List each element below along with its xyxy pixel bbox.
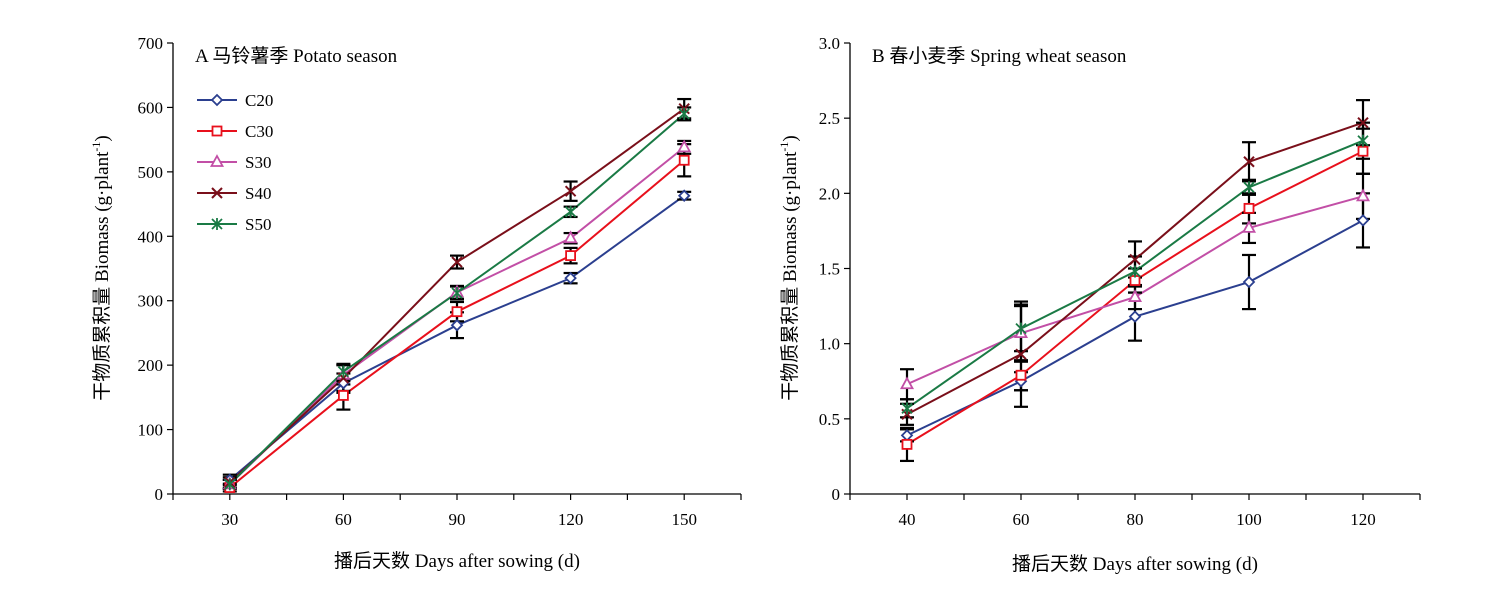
markers-s30 (899, 188, 1371, 390)
data-point (564, 185, 577, 197)
panel-b-x-axis-title: 播后天数 Days after sowing (d) (1012, 553, 1258, 575)
panel-b-y-axis-title: 干物质累积量 Biomass (g·plant-1) (777, 135, 801, 400)
data-point (1015, 322, 1027, 335)
error-bars-c30 (222, 143, 692, 493)
data-point (678, 107, 690, 120)
data-point (1129, 265, 1141, 278)
data-point (451, 306, 463, 318)
data-point (451, 286, 463, 299)
panel-b-title: B 春小麦季 Spring wheat season (872, 45, 1127, 67)
panel-a-x-axis-title: 播后天数 Days after sowing (d) (334, 550, 580, 572)
data-point (564, 205, 577, 218)
y-tick-label: 2.0 (819, 184, 840, 203)
legend-item-s30: S30 (197, 153, 271, 172)
legend-marker (211, 218, 223, 230)
data-point (1357, 116, 1369, 129)
legend-marker (211, 187, 223, 199)
data-point (337, 390, 349, 401)
x-tick-label: 120 (1350, 510, 1376, 529)
data-point (1357, 145, 1369, 157)
data-point (900, 429, 914, 442)
x-tick-label: 150 (671, 510, 697, 529)
x-tick-label: 120 (558, 510, 584, 529)
markers-s50 (224, 107, 690, 491)
data-point (1241, 220, 1257, 233)
y-tick-label: 1.0 (819, 335, 840, 354)
x-tick-label: 60 (1013, 510, 1030, 529)
data-point (564, 271, 577, 285)
y-tick-label: 300 (138, 292, 164, 311)
data-point (677, 139, 692, 153)
data-point (451, 256, 463, 268)
y-tick-label: 700 (138, 34, 164, 53)
panel-b-wheat-chart: B 春小麦季 Spring wheat season 播后天数 Days aft… (777, 34, 1421, 575)
panel-a-title: A 马铃薯季 Potato season (195, 45, 398, 67)
legend-item-s40: S40 (197, 184, 271, 203)
x-tick-label: 100 (1236, 510, 1262, 529)
y-tick-label: 200 (138, 356, 164, 375)
data-point (1015, 348, 1027, 360)
y-tick-label: 0 (832, 485, 841, 504)
data-point (1127, 289, 1143, 302)
y-tick-label: 1.5 (819, 260, 840, 279)
error-bars-c20 (222, 190, 692, 487)
y-tick-label: 500 (138, 163, 164, 182)
legend-label: S50 (245, 215, 271, 234)
legend: C20 C30 S30 S40 S50 (197, 91, 273, 234)
data-point (1357, 134, 1369, 147)
data-point (1015, 369, 1027, 381)
data-point (1243, 156, 1255, 168)
data-point (1128, 310, 1142, 323)
x-tick-label: 30 (221, 510, 238, 529)
legend-item-c30: C30 (197, 122, 273, 141)
data-point (224, 478, 236, 491)
data-point (901, 402, 913, 415)
data-point (1129, 253, 1141, 266)
data-point (899, 376, 915, 390)
data-point (677, 189, 691, 202)
markers-c20 (223, 189, 691, 487)
x-tick-label: 80 (1127, 510, 1144, 529)
legend-label: S40 (245, 184, 271, 203)
data-point (450, 318, 464, 332)
y-tick-label: 400 (138, 227, 164, 246)
panel-a-y-axis-title: 干物质累积量 Biomass (g·plant-1) (89, 135, 113, 400)
legend-label: C30 (245, 122, 273, 141)
data-point (1356, 214, 1370, 227)
data-point (565, 250, 576, 262)
data-point (1243, 181, 1255, 194)
legend-item-c20: C20 (197, 91, 273, 110)
legend-marker (209, 154, 225, 167)
y-tick-label: 100 (138, 421, 164, 440)
y-tick-label: 2.5 (819, 109, 840, 128)
legend-item-s50: S50 (197, 215, 271, 234)
legend-label: S30 (245, 153, 271, 172)
data-point (678, 154, 690, 166)
data-point (901, 438, 913, 450)
data-point (1242, 275, 1256, 289)
x-tick-label: 90 (449, 510, 466, 529)
legend-marker (211, 125, 223, 137)
y-tick-label: 0 (155, 485, 164, 504)
data-point (1355, 188, 1371, 202)
panel-a-potato-chart: A 马铃薯季 Potato season 播后天数 Days after sow… (89, 34, 742, 572)
data-point (337, 365, 350, 378)
data-point (1243, 202, 1255, 214)
y-tick-label: 0.5 (819, 410, 840, 429)
legend-label: C20 (245, 91, 273, 110)
legend-marker (210, 93, 224, 107)
y-tick-label: 600 (138, 98, 164, 117)
x-tick-label: 60 (335, 510, 352, 529)
data-point (563, 230, 578, 244)
x-tick-label: 40 (899, 510, 916, 529)
y-tick-label: 3.0 (819, 34, 840, 53)
markers-s50 (901, 134, 1369, 415)
